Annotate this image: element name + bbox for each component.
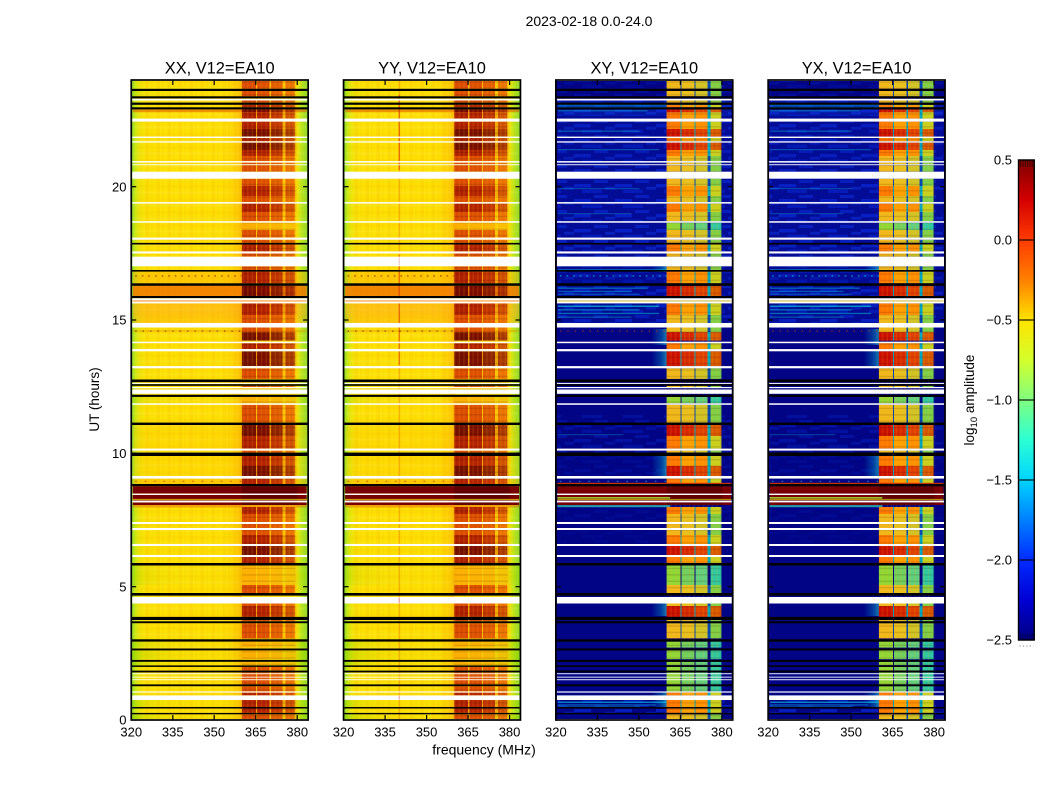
svg-text:−2.0: −2.0 xyxy=(986,553,1012,568)
svg-text:365: 365 xyxy=(669,725,691,740)
svg-text:−1.5: −1.5 xyxy=(986,473,1012,488)
svg-text:0: 0 xyxy=(119,713,126,728)
svg-text:380: 380 xyxy=(499,725,521,740)
svg-text:0.0: 0.0 xyxy=(994,233,1012,248)
svg-text:YY, V12=EA10: YY, V12=EA10 xyxy=(378,60,486,78)
svg-text:335: 335 xyxy=(162,725,184,740)
svg-text:5: 5 xyxy=(119,579,126,594)
svg-text:380: 380 xyxy=(286,725,308,740)
svg-text:350: 350 xyxy=(416,725,438,740)
svg-text:−2.5: −2.5 xyxy=(986,633,1012,648)
svg-text:380: 380 xyxy=(711,725,733,740)
svg-text:335: 335 xyxy=(374,725,396,740)
svg-text:−0.5: −0.5 xyxy=(986,313,1012,328)
svg-text:365: 365 xyxy=(457,725,479,740)
svg-text:0.5: 0.5 xyxy=(994,153,1012,168)
svg-text:log10 amplitude: log10 amplitude xyxy=(962,355,980,446)
svg-text:UT (hours): UT (hours) xyxy=(87,367,102,431)
svg-text:frequency (MHz): frequency (MHz) xyxy=(432,742,535,758)
svg-text:335: 335 xyxy=(586,725,608,740)
svg-text:XY, V12=EA10: XY, V12=EA10 xyxy=(590,60,698,78)
svg-text:350: 350 xyxy=(203,725,225,740)
svg-text:320: 320 xyxy=(545,725,567,740)
svg-text:335: 335 xyxy=(799,725,821,740)
svg-text:350: 350 xyxy=(628,725,650,740)
svg-text:365: 365 xyxy=(245,725,267,740)
svg-text:320: 320 xyxy=(120,725,142,740)
svg-text:YX, V12=EA10: YX, V12=EA10 xyxy=(802,60,912,78)
svg-text:320: 320 xyxy=(757,725,779,740)
svg-text:XX, V12=EA10: XX, V12=EA10 xyxy=(165,60,275,78)
svg-text:2023-02-18 0.0-24.0: 2023-02-18 0.0-24.0 xyxy=(526,13,653,29)
svg-text:20: 20 xyxy=(112,179,126,194)
svg-text:380: 380 xyxy=(923,725,945,740)
svg-text:10: 10 xyxy=(112,446,126,461)
svg-text:15: 15 xyxy=(112,313,126,328)
svg-text:365: 365 xyxy=(882,725,904,740)
svg-text:350: 350 xyxy=(840,725,862,740)
svg-text:−1.0: −1.0 xyxy=(986,393,1012,408)
svg-text:320: 320 xyxy=(333,725,355,740)
